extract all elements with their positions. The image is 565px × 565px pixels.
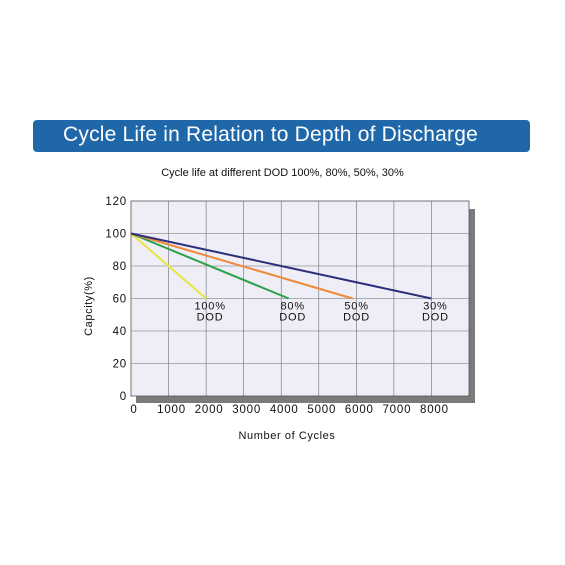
x-tick-label: 0 <box>130 404 137 416</box>
series-layer <box>130 232 432 300</box>
y-tick-label: 0 <box>120 391 127 403</box>
series-line-0 <box>130 232 207 300</box>
x-tick-label: 3000 <box>232 404 261 416</box>
x-tick-label: 1000 <box>157 404 186 416</box>
x-tick-label: 4000 <box>270 404 299 416</box>
series-label-line2-2: DOD <box>343 312 370 324</box>
series-label-line1-2: 50% <box>344 301 368 313</box>
y-axis-ticks: 0 20 40 60 80 100 120 <box>105 196 127 403</box>
series-label-line2-0: DOD <box>197 312 224 324</box>
x-tick-label: 5000 <box>307 404 336 416</box>
chart-title: Cycle Life in Relation to Depth of Disch… <box>63 123 479 146</box>
y-tick-label: 20 <box>113 359 127 371</box>
x-tick-label: 8000 <box>420 404 449 416</box>
series-label-line1-1: 80% <box>281 301 305 313</box>
series-label-line1-3: 30% <box>423 301 447 313</box>
y-tick-label: 100 <box>105 229 127 241</box>
series-label-line2-3: DOD <box>422 312 449 324</box>
y-tick-label: 40 <box>113 326 127 338</box>
series-line-1 <box>130 232 290 300</box>
grid <box>131 201 469 396</box>
chart-subtitle: Cycle life at different DOD 100%, 80%, 5… <box>161 167 404 179</box>
y-axis-title: Capcity(%) <box>83 276 95 336</box>
series-line-3 <box>130 232 432 300</box>
series-label-line2-1: DOD <box>279 312 306 324</box>
x-tick-label: 2000 <box>195 404 224 416</box>
y-tick-label: 80 <box>113 261 127 273</box>
title-bar: Cycle Life in Relation to Depth of Disch… <box>33 120 530 152</box>
series-label-line1-0: 100% <box>194 301 225 313</box>
y-tick-label: 60 <box>113 294 127 306</box>
x-axis-title: Number of Cycles <box>238 430 335 442</box>
series-line-2 <box>130 232 353 300</box>
x-tick-label: 6000 <box>345 404 374 416</box>
x-axis-ticks: 0 1000 2000 3000 4000 5000 6000 7000 8000 <box>130 404 448 416</box>
x-tick-label: 7000 <box>382 404 411 416</box>
y-tick-label: 120 <box>105 196 127 208</box>
